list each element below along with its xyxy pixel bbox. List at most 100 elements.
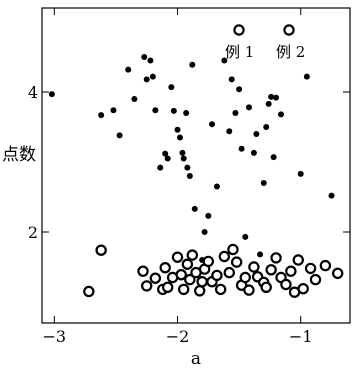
- plot-labels: −3 −2 −1 2 4 a 点数: [2, 83, 313, 369]
- data-point-series-1: [184, 164, 191, 171]
- data-point-series-1: [164, 155, 171, 162]
- data-point-series-1: [180, 155, 187, 162]
- data-point-series-1: [226, 128, 233, 135]
- data-point-series-2: [186, 249, 199, 261]
- data-point-series-2: [141, 280, 153, 292]
- data-point-series-1: [143, 76, 150, 83]
- data-point-series-1: [245, 104, 252, 111]
- data-point-series-2: [227, 243, 239, 256]
- data-point-series-2: [159, 262, 171, 274]
- data-point-series-2: [260, 281, 272, 293]
- x-tick-label: −3: [43, 327, 67, 346]
- data-point-series-2: [161, 281, 174, 293]
- data-point-series-2: [177, 283, 190, 296]
- data-point-series-1: [116, 132, 123, 139]
- data-point-series-2: [280, 278, 292, 291]
- data-point-series-2: [83, 285, 95, 298]
- legend-marker-series-2: [283, 24, 295, 36]
- legend-label-series-2: 例 2: [276, 43, 305, 61]
- data-point-series-2: [239, 271, 251, 284]
- data-point-series-1: [228, 76, 235, 83]
- data-point-series-2: [223, 266, 235, 279]
- data-point-series-1: [186, 173, 193, 179]
- legend-label-series-1: 例 1: [225, 43, 254, 61]
- data-point-series-1: [253, 131, 260, 137]
- data-point-series-1: [176, 134, 183, 141]
- x-axis-label: a: [191, 349, 201, 369]
- data-point-series-2: [292, 254, 304, 266]
- data-point-series-1: [238, 145, 245, 152]
- data-point-series-1: [265, 100, 272, 107]
- legend-marker-series-2: [233, 24, 245, 36]
- data-point-series-1: [110, 107, 117, 114]
- data-point-series-1: [273, 94, 280, 101]
- data-point-series-1: [232, 110, 239, 116]
- data-point-series-1: [98, 112, 105, 119]
- data-point-series-1: [257, 251, 264, 258]
- data-point-series-1: [268, 93, 275, 100]
- data-point-series-2: [196, 276, 208, 288]
- data-point-series-2: [214, 283, 227, 296]
- data-point-series-2: [202, 255, 215, 268]
- data-point-series-1: [209, 121, 216, 128]
- legend: 例 1 例 2: [225, 24, 305, 61]
- data-point-series-1: [263, 124, 270, 130]
- data-point-series-2: [309, 273, 322, 286]
- data-point-series-2: [243, 284, 255, 296]
- data-point-series-1: [213, 183, 220, 190]
- plot-marks: [48, 54, 344, 298]
- plot-axes: [41, 7, 351, 324]
- data-point-series-1: [297, 170, 304, 177]
- data-point-series-2: [248, 261, 260, 273]
- data-point-series-1: [260, 180, 267, 186]
- data-point-series-1: [174, 126, 181, 133]
- data-point-series-1: [328, 192, 335, 199]
- data-point-series-1: [205, 212, 212, 219]
- data-point-series-2: [184, 273, 196, 286]
- data-point-series-2: [285, 265, 297, 277]
- data-point-series-2: [193, 285, 206, 297]
- data-point-series-2: [171, 251, 184, 263]
- x-tick-label: −1: [289, 327, 313, 346]
- y-tick-label: 4: [28, 83, 38, 102]
- data-point-series-1: [191, 205, 198, 212]
- data-point-series-2: [211, 269, 223, 282]
- data-point-series-2: [218, 250, 231, 263]
- data-point-series-1: [221, 57, 228, 64]
- data-point-series-1: [131, 96, 138, 102]
- data-point-series-1: [303, 73, 310, 80]
- data-point-series-2: [181, 258, 194, 270]
- data-point-series-1: [125, 66, 132, 73]
- data-point-series-1: [189, 61, 196, 68]
- data-point-series-1: [236, 86, 243, 93]
- data-point-series-2: [304, 262, 317, 275]
- data-point-series-1: [242, 233, 249, 240]
- x-tick-label: −2: [166, 327, 190, 346]
- plot-frame: [41, 7, 351, 324]
- data-point-series-1: [270, 154, 277, 161]
- data-point-series-1: [152, 107, 159, 114]
- data-point-series-1: [250, 149, 257, 156]
- data-point-series-2: [297, 283, 309, 295]
- data-point-series-2: [95, 244, 107, 256]
- data-point-series-1: [201, 229, 208, 235]
- data-point-series-2: [270, 252, 282, 264]
- data-point-series-1: [147, 57, 154, 64]
- y-tick-label: 2: [28, 223, 38, 242]
- data-point-series-1: [149, 73, 156, 80]
- data-point-series-2: [265, 264, 277, 276]
- data-point-series-1: [157, 164, 164, 171]
- data-point-series-2: [319, 259, 332, 272]
- data-point-series-2: [230, 256, 243, 268]
- data-point-series-1: [48, 91, 55, 98]
- data-point-series-1: [183, 110, 190, 116]
- data-point-series-2: [175, 269, 187, 281]
- data-point-series-1: [141, 54, 148, 60]
- data-point-series-1: [168, 84, 175, 91]
- data-point-series-1: [170, 107, 177, 114]
- data-point-series-1: [162, 150, 169, 157]
- data-point-series-1: [179, 149, 186, 156]
- data-point-series-1: [278, 111, 285, 118]
- y-axis-label: 点数: [2, 145, 36, 165]
